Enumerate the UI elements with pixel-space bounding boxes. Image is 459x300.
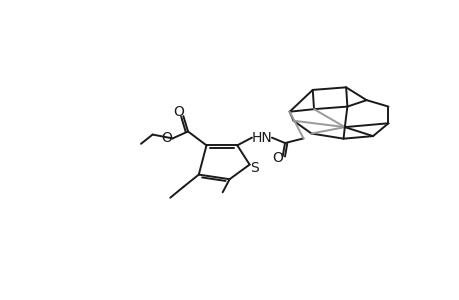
Text: O: O — [161, 130, 172, 145]
Text: HN: HN — [251, 130, 272, 145]
Text: O: O — [271, 152, 282, 165]
Text: O: O — [173, 105, 184, 119]
Text: S: S — [250, 161, 259, 175]
